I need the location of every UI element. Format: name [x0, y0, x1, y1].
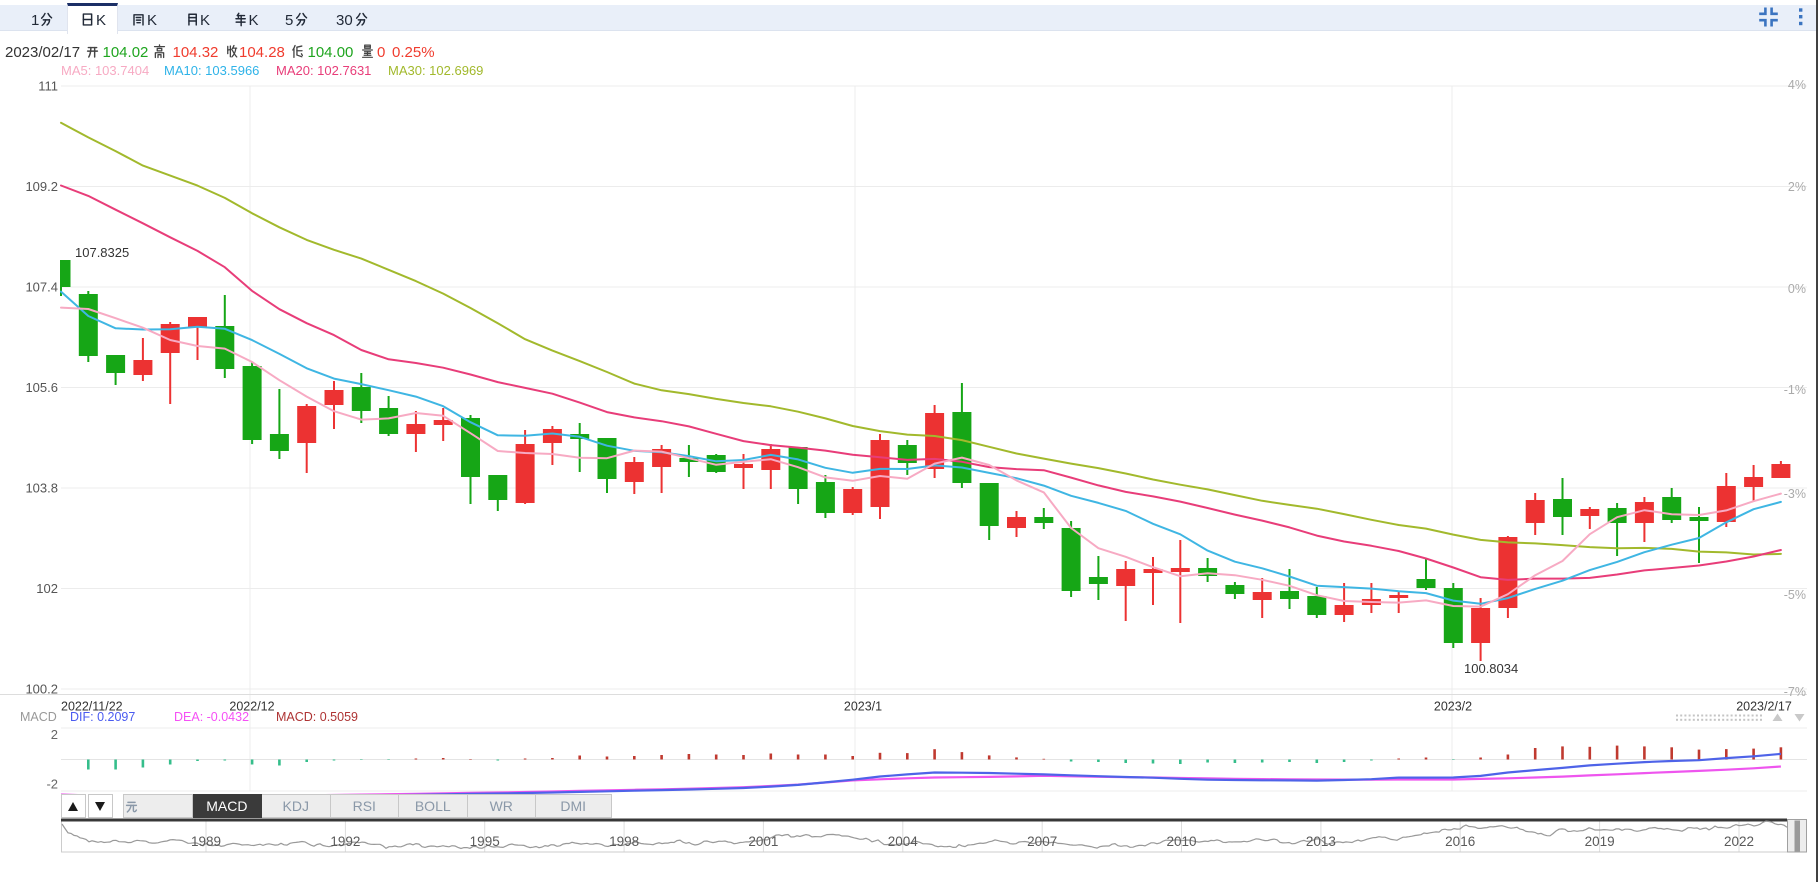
- svg-text:2022/11/22: 2022/11/22: [61, 700, 123, 714]
- svg-text:102: 102: [36, 581, 58, 596]
- svg-text:2022: 2022: [1724, 834, 1754, 849]
- svg-text:-5%: -5%: [1784, 588, 1806, 602]
- svg-text:DIF: 0.2097: DIF: 0.2097: [70, 710, 135, 724]
- svg-text:2010: 2010: [1166, 834, 1196, 849]
- svg-text:0%: 0%: [1788, 282, 1806, 296]
- svg-text:1989: 1989: [191, 834, 221, 849]
- svg-text:2: 2: [51, 727, 58, 742]
- svg-text:2016: 2016: [1445, 834, 1475, 849]
- svg-text:103.8: 103.8: [25, 481, 58, 496]
- svg-text:2013: 2013: [1306, 834, 1336, 849]
- svg-text:4%: 4%: [1788, 78, 1806, 92]
- svg-text:2023/2/17: 2023/2/17: [1736, 700, 1792, 714]
- svg-text:2004: 2004: [888, 834, 919, 849]
- svg-text:1998: 1998: [609, 834, 639, 849]
- svg-text:100.2: 100.2: [25, 682, 58, 697]
- svg-text:111: 111: [38, 79, 58, 94]
- svg-text:-2: -2: [46, 777, 58, 792]
- svg-text:107.4: 107.4: [25, 280, 58, 295]
- svg-text:MACD: 0.5059: MACD: 0.5059: [276, 710, 358, 724]
- svg-text:DEA: -0.0432: DEA: -0.0432: [174, 710, 249, 724]
- svg-text:1995: 1995: [470, 834, 500, 849]
- svg-text:2007: 2007: [1027, 834, 1057, 849]
- svg-text:1992: 1992: [330, 834, 360, 849]
- svg-text:2%: 2%: [1788, 180, 1806, 194]
- svg-text:-7%: -7%: [1784, 685, 1806, 699]
- svg-text:-1%: -1%: [1784, 383, 1806, 397]
- svg-text:100.8034: 100.8034: [1464, 661, 1518, 676]
- svg-text:105.6: 105.6: [25, 380, 58, 395]
- svg-text:2023/1: 2023/1: [844, 700, 882, 714]
- svg-text:109.2: 109.2: [25, 179, 58, 194]
- svg-text:2019: 2019: [1585, 834, 1615, 849]
- svg-text:107.8325: 107.8325: [75, 245, 129, 260]
- svg-text:MACD: MACD: [20, 710, 57, 724]
- svg-text:2022/12: 2022/12: [229, 700, 274, 714]
- svg-text:2001: 2001: [748, 834, 778, 849]
- svg-text:2023/2: 2023/2: [1434, 700, 1472, 714]
- svg-text:-3%: -3%: [1784, 487, 1806, 501]
